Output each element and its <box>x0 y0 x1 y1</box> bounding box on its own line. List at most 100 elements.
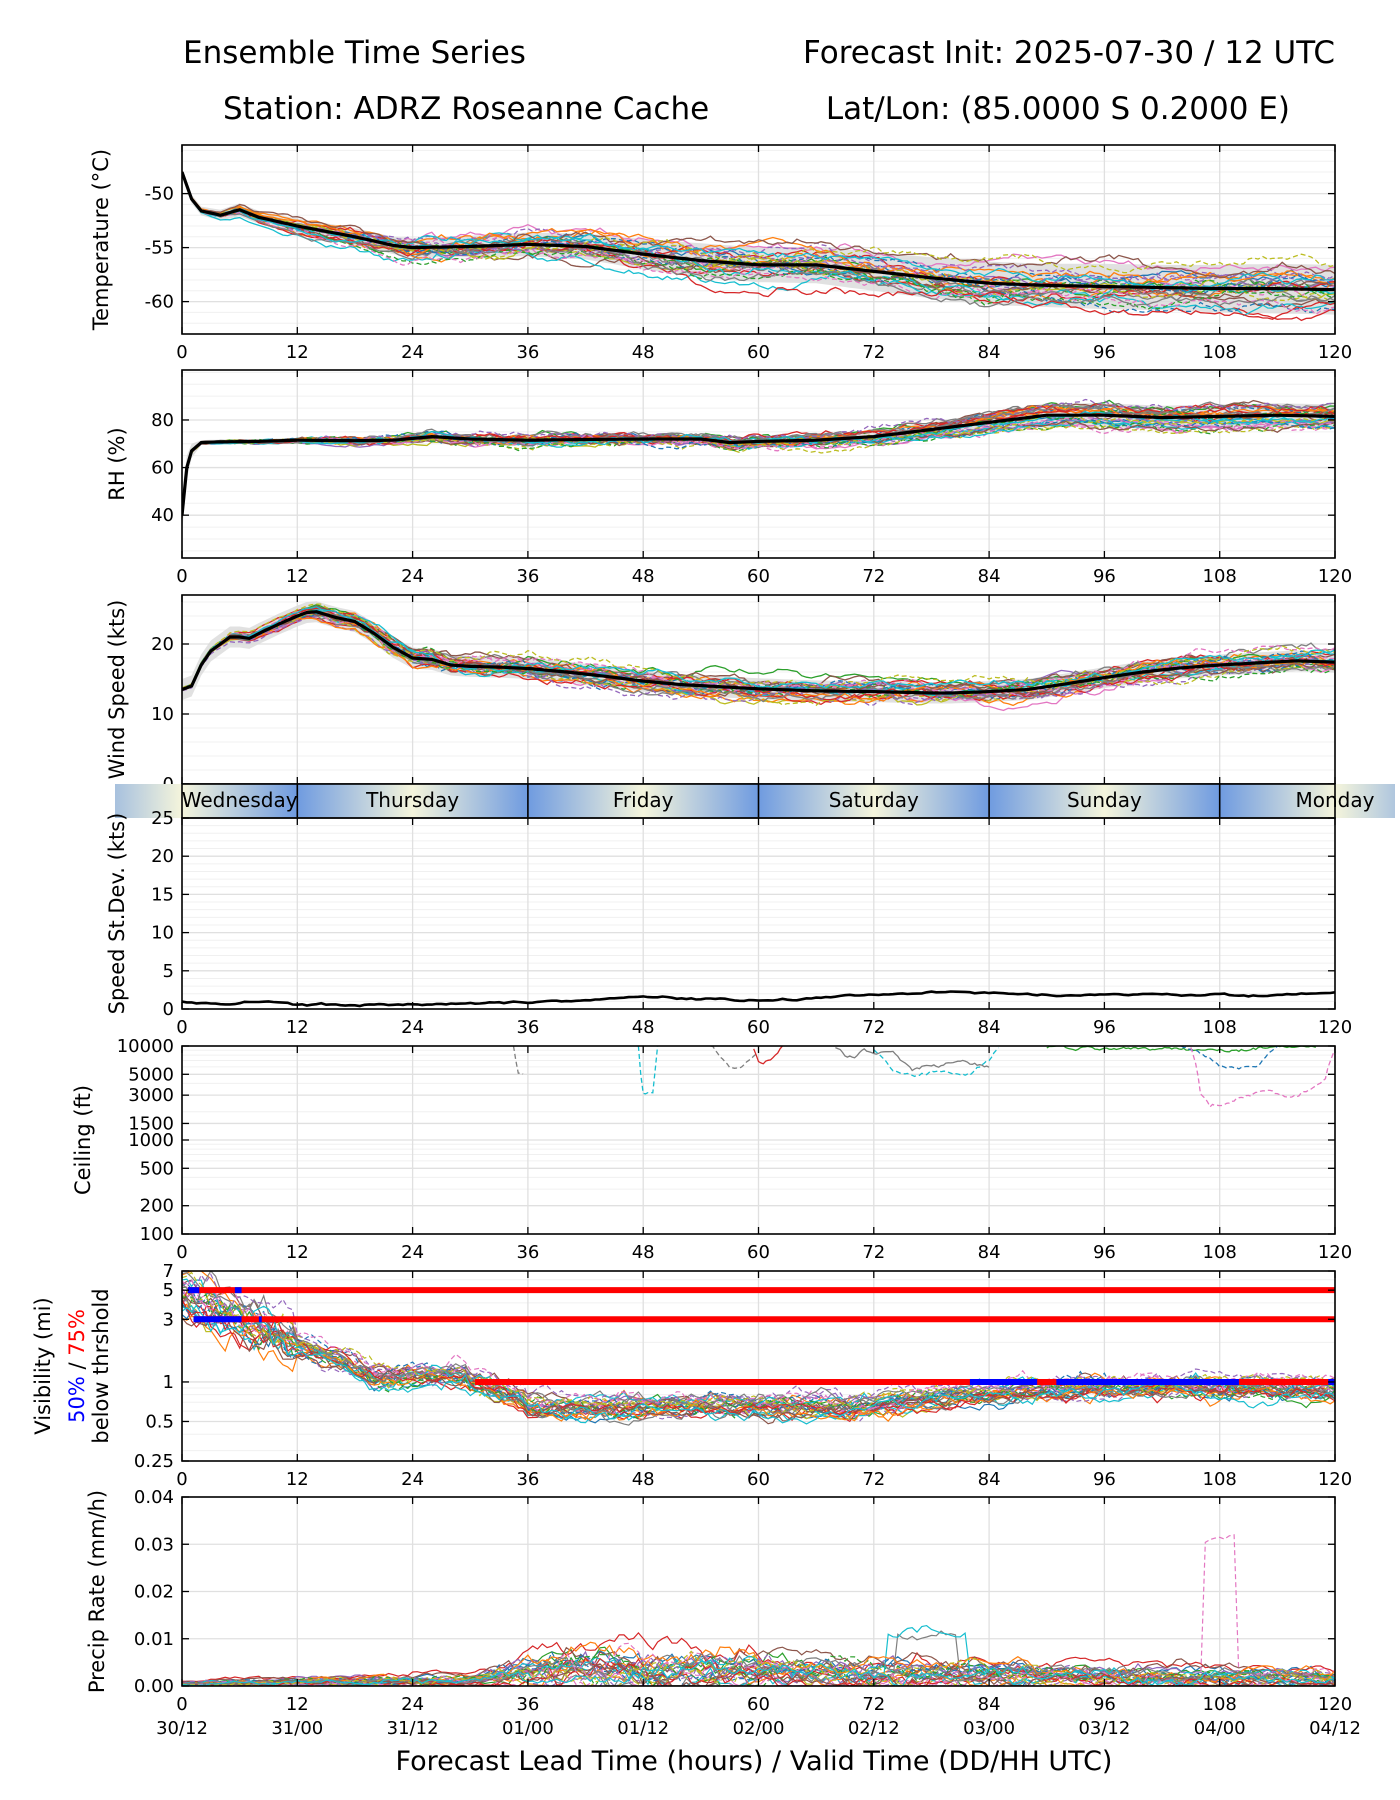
visibility-member-line <box>182 1304 1335 1425</box>
speed_stdev-x-tick-label: 12 <box>286 1017 309 1038</box>
latlon-label: Lat/Lon: (85.0000 S 0.2000 E) <box>826 91 1290 127</box>
visibility-y-tick-label: 3 <box>163 1309 174 1330</box>
ceiling-y-tick-label: 1000 <box>128 1130 174 1151</box>
visibility-member-line <box>182 1315 1335 1422</box>
ceiling-x-tick-label: 12 <box>286 1242 309 1263</box>
temperature-y-axis-label: Temperature (°C) <box>89 149 113 331</box>
ceiling-y-tick-label: 1500 <box>128 1113 174 1134</box>
day-label-thursday: Thursday <box>365 788 459 812</box>
rh-x-tick-label: 12 <box>286 566 309 587</box>
ceiling-panel: 0 12 24 36 48 60 72 84 96 108 120 100 200 500 10001500… <box>71 1036 1352 1263</box>
panels-group: 0 12 24 36 48 60 72 84 96 108 120-50-55-60Temperat… <box>31 144 1395 1739</box>
ceiling-x-tick-label: 48 <box>632 1242 655 1263</box>
precip_rate-x-tick-label: 120 <box>1318 1694 1352 1715</box>
ceiling-y-tick-label: 200 <box>140 1196 174 1217</box>
day-band-segment <box>297 784 528 818</box>
legend-separator: / <box>65 1356 89 1376</box>
temperature-panel: 0 12 24 36 48 60 72 84 96 108 120 -50 -55 -60 Temperat… <box>89 144 1352 363</box>
wind_speed-y-axis-label: Wind Speed (kts) <box>105 600 129 780</box>
ceiling-x-tick-label: 60 <box>747 1242 770 1263</box>
day-of-week-band: Wednesday Thursday Friday Saturday Sunday Mon… <box>115 783 1395 819</box>
rh-x-tick-label: 36 <box>516 566 539 587</box>
ceiling-x-tick-label: 24 <box>401 1242 424 1263</box>
ceiling-member-line <box>710 1046 759 1069</box>
wind_speed-plot-area <box>182 601 1335 712</box>
visibility-x-tick-label: 60 <box>747 1469 770 1490</box>
day-label-friday: Friday <box>613 788 674 812</box>
temperature-x-tick-label: 72 <box>862 342 885 363</box>
rh-x-tick-label: 24 <box>401 566 424 587</box>
speed_stdev-y-axis-label: Speed St.Dev. (kts) <box>105 813 129 1015</box>
precip_rate-date-tick-label: 02/00 <box>733 1718 785 1739</box>
ceiling-x-tick-label: 84 <box>978 1242 1001 1263</box>
temperature-member-line <box>182 171 1335 316</box>
ceiling-member-line <box>512 1046 524 1075</box>
rh-panel: 0 12 24 36 48 60 72 84 96 108 120 40 60 80 RH (%) <box>105 369 1352 587</box>
precip_rate-date-tick-label: 03/00 <box>963 1718 1015 1739</box>
visibility-x-tick-label: 0 <box>176 1469 187 1490</box>
speed_stdev-x-tick-label: 84 <box>978 1017 1001 1038</box>
precip_rate-y-tick-label: 0.02 <box>134 1582 174 1603</box>
ceiling-y-tick-label: 10000 <box>117 1036 174 1057</box>
visibility-threshold-caption: below thrshold <box>89 1288 113 1443</box>
speed_stdev-x-tick-label: 36 <box>516 1017 539 1038</box>
precip_rate-x-tick-label: 12 <box>286 1694 309 1715</box>
day-band-segment <box>115 784 298 818</box>
speed_stdev-x-tick-label: 48 <box>632 1017 655 1038</box>
ceiling-member-line <box>637 1046 659 1095</box>
wind_speed-panel: 0122436486072849610812001020Wind Speed (… <box>105 594 1352 813</box>
speed_stdev-x-tick-label: 24 <box>401 1017 424 1038</box>
ceiling-x-tick-label: 0 <box>176 1242 187 1263</box>
ceiling-member-line <box>835 1047 990 1072</box>
speed_stdev-x-tick-label: 120 <box>1318 1017 1352 1038</box>
precip-member-line <box>182 1650 1335 1686</box>
rh-member-line <box>182 403 1335 514</box>
speed_stdev-x-tick-label: 60 <box>747 1017 770 1038</box>
day-band-segment <box>527 784 759 818</box>
precip_rate-date-tick-label: 31/00 <box>271 1718 323 1739</box>
visibility-y-tick-label: 0.25 <box>134 1451 174 1472</box>
temperature-member-line <box>182 171 1335 311</box>
speed_stdev-x-tick-label: 0 <box>176 1017 187 1038</box>
figure-title-left: Ensemble Time Series <box>183 35 526 71</box>
speed_stdev-plot-area <box>182 990 1335 1008</box>
temperature-x-tick-label: 0 <box>176 342 187 363</box>
station-label: Station: ADRZ Roseanne Cache <box>223 91 709 127</box>
temperature-x-tick-label: 84 <box>978 342 1001 363</box>
temperature-member-line <box>182 171 1335 274</box>
wind_speed-y-tick-label: 20 <box>151 634 174 655</box>
rh-x-tick-label: 84 <box>978 566 1001 587</box>
rh-x-tick-label: 96 <box>1093 566 1116 587</box>
visibility-x-tick-label: 48 <box>632 1469 655 1490</box>
precip_rate-date-tick-label: 30/12 <box>156 1718 208 1739</box>
speed_stdev-x-tick-label: 108 <box>1203 1017 1237 1038</box>
day-label-wednesday: Wednesday <box>182 788 298 812</box>
x-axis-label: Forecast Lead Time (hours) / Valid Time … <box>396 1746 1113 1777</box>
day-label-sunday: Sunday <box>1067 788 1142 812</box>
speed_stdev-panel: 0 12 24 36 48 60 72 84 96 108 120 0 5 10 15 20 25 Speed S… <box>105 808 1352 1038</box>
temperature-plot-area <box>182 168 1335 322</box>
speed-stdev-line <box>182 990 1335 1008</box>
visibility-member-line <box>182 1293 1335 1420</box>
precip-member-line <box>182 1661 1335 1686</box>
visibility-y-tick-label: 7 <box>163 1261 174 1282</box>
precip_rate-x-tick-label: 24 <box>401 1694 424 1715</box>
precip_rate-date-tick-label: 02/12 <box>848 1718 900 1739</box>
ceiling-x-tick-label: 120 <box>1318 1242 1352 1263</box>
temperature-y-tick-label: -55 <box>145 238 174 259</box>
precip_rate-date-tick-label: 31/12 <box>387 1718 439 1739</box>
visibility-member-line <box>182 1299 1335 1417</box>
temperature-member-line <box>182 172 1335 302</box>
temperature-ensemble-mean-line <box>182 171 1335 292</box>
visibility-x-tick-label: 36 <box>516 1469 539 1490</box>
visibility-x-tick-label: 84 <box>978 1469 1001 1490</box>
ceiling-y-tick-label: 3000 <box>128 1085 174 1106</box>
visibility-x-tick-label: 96 <box>1093 1469 1116 1490</box>
precip_rate-x-tick-label: 108 <box>1203 1694 1237 1715</box>
rh-y-tick-label: 60 <box>151 458 174 479</box>
temperature-x-tick-label: 96 <box>1093 342 1116 363</box>
day-band-fill-group <box>115 784 1395 818</box>
wind_speed-member-line <box>182 607 1335 702</box>
day-label-monday: Monday <box>1296 788 1375 812</box>
